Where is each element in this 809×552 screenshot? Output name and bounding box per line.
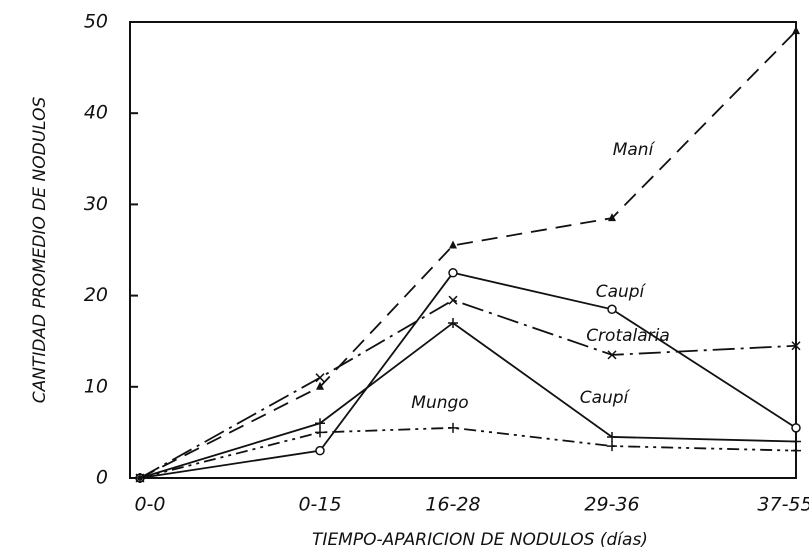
point (448, 422, 458, 433)
point (315, 427, 325, 438)
x-tick-label: 0-15 (298, 494, 341, 516)
series-line (139, 426, 797, 479)
x-tick-label: 0-0 (134, 494, 165, 516)
point (448, 268, 458, 278)
plot-frame (129, 21, 797, 479)
series-label: Maní (613, 140, 656, 160)
x-axis-label: TIEMPO-APARICION DE NODULOS (días) (312, 530, 648, 550)
point (791, 341, 801, 351)
y-tick-label: 0 (96, 467, 108, 489)
series-label: Crotalaria (586, 326, 670, 346)
series-label: Caupí (596, 282, 647, 302)
y-tick-label: 20 (84, 284, 108, 306)
x-tick-label: 37-55 (757, 494, 809, 516)
point (608, 213, 616, 222)
x-tick-label: 29-36 (584, 494, 639, 516)
y-tick-label: 40 (84, 102, 108, 124)
point (607, 304, 617, 315)
point (607, 350, 617, 360)
point (607, 431, 617, 442)
y-tick-label: 50 (84, 11, 108, 33)
y-axis-label: CANTIDAD PROMEDIO DE NODULOS (30, 97, 50, 404)
point (315, 418, 325, 429)
series-line (139, 30, 797, 479)
point (607, 441, 617, 452)
x-tick-label: 16-28 (425, 494, 480, 516)
point (315, 445, 325, 456)
series-label: Caupí (580, 388, 631, 408)
point (791, 445, 801, 456)
point (791, 423, 801, 433)
point (316, 381, 324, 390)
point (135, 473, 145, 483)
y-tick-label: 30 (84, 193, 108, 215)
point (315, 373, 325, 383)
point (449, 240, 457, 249)
y-tick-label: 10 (84, 375, 108, 397)
point (792, 26, 800, 35)
point (448, 317, 458, 328)
series-line (139, 299, 797, 479)
series-label: Mungo (411, 393, 468, 413)
point (448, 295, 458, 305)
point (791, 436, 801, 447)
